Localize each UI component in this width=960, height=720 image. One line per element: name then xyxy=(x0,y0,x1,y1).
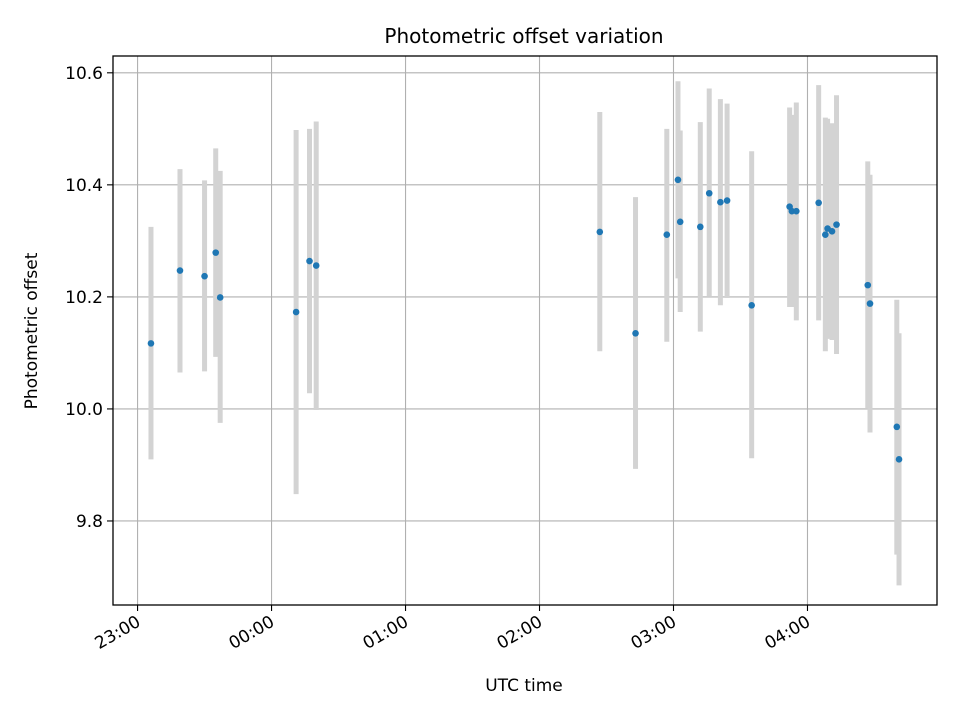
data-point xyxy=(828,228,836,235)
data-point xyxy=(696,223,704,231)
data-point xyxy=(748,301,755,309)
data-point xyxy=(212,249,220,256)
chart-title: Photometric offset variation xyxy=(384,24,663,48)
data-point xyxy=(705,189,713,197)
data-point xyxy=(596,228,604,236)
y-tick-label: 10.6 xyxy=(65,64,103,84)
data-point xyxy=(895,456,903,463)
data-point xyxy=(674,176,682,184)
grid-layer xyxy=(113,56,937,605)
data-point xyxy=(201,272,208,280)
point-layer xyxy=(147,176,903,463)
data-point xyxy=(717,198,724,206)
data-point xyxy=(866,300,874,307)
data-point xyxy=(292,308,300,316)
data-point xyxy=(663,231,671,239)
y-axis-label: Photometric offset xyxy=(22,252,42,409)
data-point xyxy=(676,218,684,226)
data-point xyxy=(815,199,822,207)
data-point xyxy=(216,294,224,301)
data-point xyxy=(723,197,731,204)
data-point xyxy=(632,330,639,337)
data-point xyxy=(147,340,155,347)
data-point xyxy=(893,423,901,431)
data-point xyxy=(822,231,829,239)
data-point xyxy=(793,207,800,215)
x-axis-label: UTC time xyxy=(485,676,563,696)
data-point xyxy=(176,267,184,274)
data-point xyxy=(833,221,840,228)
y-tick-label: 10.2 xyxy=(65,288,103,308)
data-point xyxy=(312,262,320,269)
data-point xyxy=(864,281,872,289)
y-axis: 9.8 10.0 10.2 10.4 10.6 xyxy=(65,64,113,532)
y-tick-label: 10.0 xyxy=(65,400,103,420)
y-tick-label: 10.4 xyxy=(65,176,103,196)
y-tick-label: 9.8 xyxy=(76,512,103,532)
data-point xyxy=(306,257,313,265)
plot-frame xyxy=(112,55,938,606)
